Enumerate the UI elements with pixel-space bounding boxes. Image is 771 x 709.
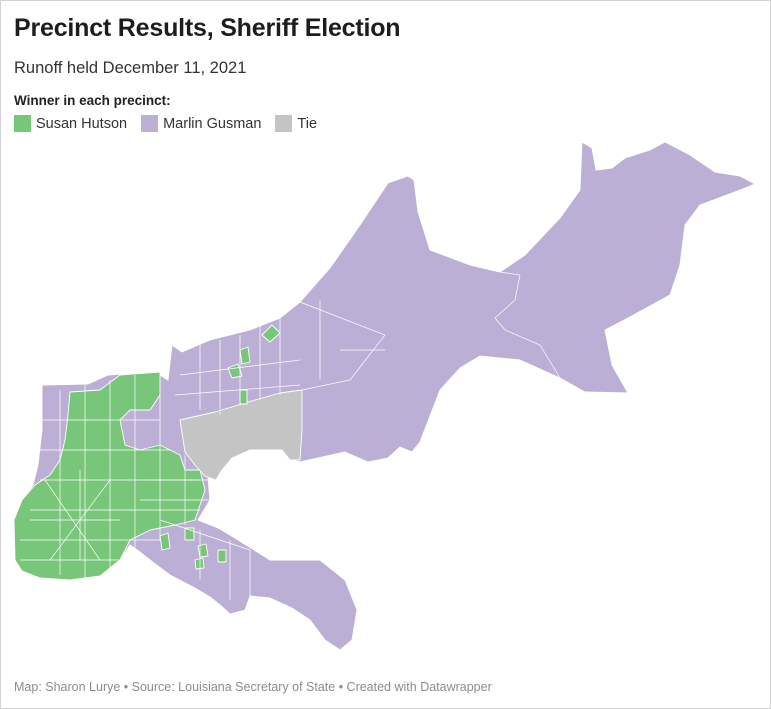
legend-title: Winner in each precinct:: [14, 93, 171, 108]
legend-label-tie: Tie: [297, 115, 318, 132]
precinct-map: [13, 141, 756, 651]
precinct-green-2[interactable]: [239, 346, 251, 365]
footer-credits: Map: Sharon Lurye • Source: Louisiana Se…: [14, 680, 492, 694]
legend-item-gusman: Marlin Gusman: [141, 115, 261, 132]
precinct-region-tie[interactable]: [179, 389, 303, 481]
legend-label-gusman: Marlin Gusman: [163, 115, 262, 132]
legend-item-hutson: Susan Hutson: [14, 115, 127, 132]
legend-label-hutson: Susan Hutson: [36, 115, 128, 132]
precinct-green-4[interactable]: [239, 389, 248, 405]
precinct-green-5[interactable]: [159, 532, 171, 551]
precinct-region-east[interactable]: [13, 141, 756, 651]
precinct-green-9[interactable]: [194, 557, 205, 570]
swatch-gusman: [141, 115, 159, 132]
legend: Susan Hutson Marlin Gusman Tie: [14, 115, 331, 132]
page-title: Precinct Results, Sheriff Election: [14, 14, 401, 42]
precinct-boundaries: [20, 271, 561, 600]
precinct-green-6[interactable]: [184, 527, 195, 541]
swatch-tie: [275, 115, 293, 132]
precinct-green-8[interactable]: [217, 549, 227, 563]
legend-item-tie: Tie: [275, 115, 317, 132]
swatch-hutson: [14, 115, 31, 132]
precinct-green-7[interactable]: [197, 543, 209, 558]
page-subtitle: Runoff held December 11, 2021: [14, 59, 247, 77]
